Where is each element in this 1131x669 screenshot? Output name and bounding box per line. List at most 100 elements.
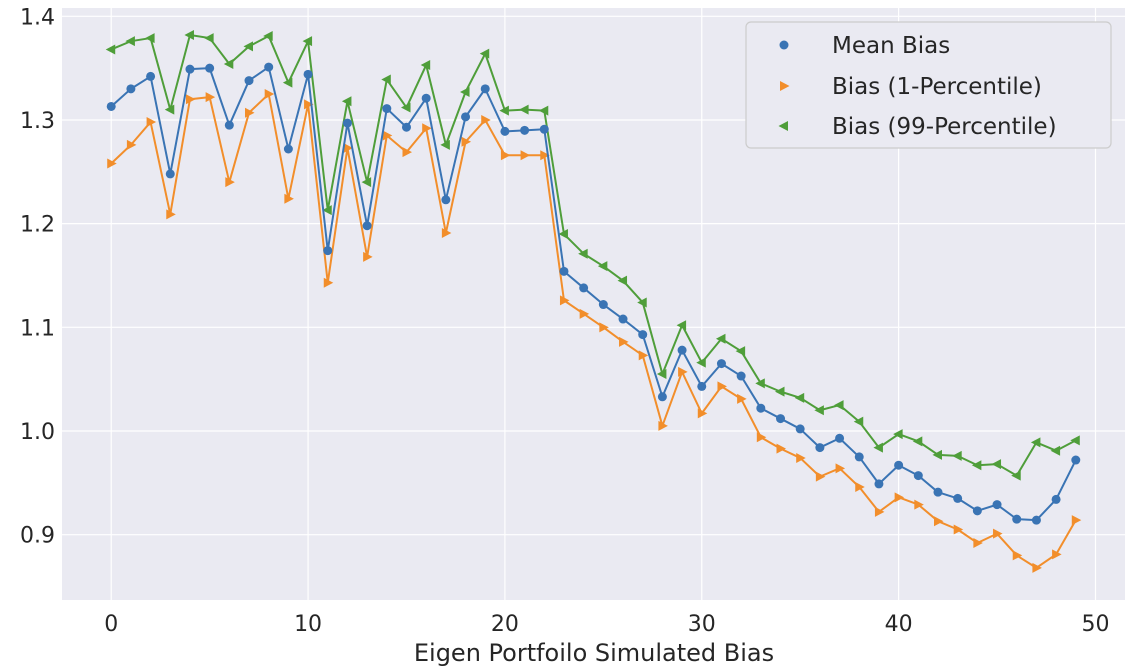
data-point (894, 492, 905, 503)
data-point (971, 460, 982, 471)
data-point (1071, 455, 1081, 465)
data-point (835, 433, 845, 443)
data-point (912, 436, 923, 447)
data-point (461, 136, 472, 147)
legend-marker (779, 40, 789, 50)
x-tick-label: 20 (491, 612, 519, 637)
data-point (853, 416, 864, 427)
data-point (304, 99, 314, 110)
data-point (637, 297, 647, 308)
data-point (402, 147, 412, 158)
data-point (146, 71, 156, 81)
data-point (440, 139, 450, 150)
data-point (538, 105, 549, 116)
series-line (110, 33, 1077, 477)
data-point (421, 93, 431, 103)
data-point (126, 139, 137, 150)
data-point (953, 493, 963, 503)
data-point (814, 405, 824, 416)
data-point (323, 246, 333, 256)
x-tick-label: 10 (294, 612, 322, 637)
data-point (461, 112, 471, 122)
data-point (579, 283, 589, 293)
data-point (500, 150, 511, 161)
y-tick-label: 1.2 (20, 213, 55, 238)
data-point (1051, 494, 1061, 504)
data-point (1052, 549, 1062, 560)
data-point (735, 346, 746, 357)
data-point (223, 58, 234, 69)
data-point (559, 295, 570, 306)
data-point (579, 308, 590, 319)
data-point (559, 266, 569, 276)
data-point (225, 177, 235, 188)
data-point (618, 314, 628, 324)
legend-entry-label: Bias (99-Percentile) (832, 114, 1057, 140)
data-point (401, 122, 411, 132)
series-bias-1-percentile (107, 89, 1082, 573)
data-point (244, 76, 254, 86)
data-point (953, 524, 964, 535)
data-point (873, 442, 883, 453)
data-point (185, 94, 196, 105)
data-point (716, 359, 726, 369)
data-point (776, 443, 787, 454)
data-point (697, 408, 708, 419)
data-point (993, 528, 1003, 539)
data-point (874, 506, 885, 517)
data-point (1071, 515, 1082, 526)
data-point (835, 463, 846, 474)
data-point (756, 403, 766, 413)
data-point (638, 330, 648, 340)
data-point (991, 459, 1002, 470)
data-point (302, 36, 313, 47)
data-point (834, 400, 844, 411)
data-point (715, 333, 726, 344)
data-point (795, 424, 805, 434)
data-point (283, 144, 293, 154)
x-tick-label: 40 (885, 612, 913, 637)
data-point (420, 60, 431, 71)
data-point (224, 120, 234, 130)
data-point (382, 104, 392, 114)
data-point (952, 450, 962, 461)
legend-entry-label: Mean Bias (832, 33, 950, 59)
data-point (146, 117, 157, 128)
data-point (362, 221, 372, 231)
y-tick-label: 1.4 (20, 5, 55, 30)
legend-marker (778, 121, 788, 131)
data-point (677, 345, 687, 355)
data-point (322, 205, 332, 216)
data-point (756, 432, 767, 443)
data-point (441, 227, 452, 238)
y-tick-label: 1.3 (20, 109, 55, 134)
data-point (1050, 445, 1061, 456)
data-point (973, 537, 983, 548)
data-point (815, 443, 825, 453)
data-point (696, 357, 706, 368)
data-point (676, 320, 687, 331)
data-point (126, 84, 136, 94)
legend-box (745, 21, 1112, 149)
data-point (933, 516, 944, 527)
data-point (775, 386, 785, 397)
series-layer (105, 29, 1082, 573)
data-point (558, 229, 568, 240)
data-point (1031, 515, 1041, 525)
axis-ticks: 0 10 20 30 40 50 0.9 1.0 1.1 1.2 1.3 1.4 (20, 5, 1109, 637)
data-point (341, 96, 352, 107)
data-point (794, 392, 805, 403)
data-point (106, 101, 116, 111)
data-point (284, 193, 294, 204)
data-point (972, 506, 982, 516)
legend-marker (780, 81, 790, 91)
data-point (796, 452, 806, 463)
data-point (145, 33, 155, 44)
y-tick-label: 1.1 (20, 316, 55, 341)
data-point (736, 371, 746, 381)
data-point (854, 452, 864, 462)
data-point (1070, 435, 1080, 446)
data-point (342, 118, 352, 128)
data-point (480, 84, 490, 94)
